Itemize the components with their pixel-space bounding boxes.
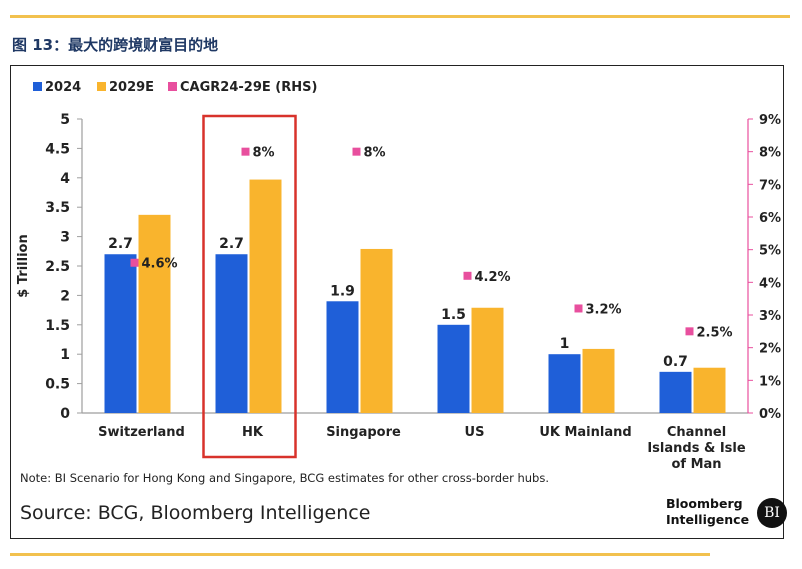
bar-2024 xyxy=(437,324,470,413)
bar-2024 xyxy=(548,354,581,413)
category-label: HK xyxy=(242,425,264,440)
right-tick-label: 5% xyxy=(759,244,781,259)
bar-2024 xyxy=(659,371,692,413)
right-tick-label: 6% xyxy=(759,211,781,226)
left-tick-label: 2 xyxy=(60,288,70,304)
right-tick-label: 8% xyxy=(759,146,781,161)
figure-title: 图 13：最大的跨境财富目的地 xyxy=(12,36,219,54)
category-label: US xyxy=(465,425,485,440)
y-axis-title: $ Trillion xyxy=(16,234,31,297)
left-tick-label: 5 xyxy=(60,112,70,128)
bar-2024-label: 1 xyxy=(560,336,570,352)
bottom-rule xyxy=(10,553,710,556)
cagr-label: 4.6% xyxy=(142,257,178,272)
chart-note: Note: BI Scenario for Hong Kong and Sing… xyxy=(20,471,550,485)
bar-2029e xyxy=(138,214,171,413)
cagr-label: 3.2% xyxy=(586,302,622,317)
bar-2024 xyxy=(215,254,248,413)
legend-swatch-1 xyxy=(97,82,106,91)
bar-2024-label: 0.7 xyxy=(663,354,688,370)
legend-label-1: 2029E xyxy=(109,80,154,95)
bar-2024-label: 2.7 xyxy=(219,236,244,252)
cagr-marker xyxy=(574,304,583,313)
cagr-label: 8% xyxy=(253,146,275,161)
category-label: of Man xyxy=(671,457,721,472)
right-tick-label: 7% xyxy=(759,178,781,193)
cagr-marker xyxy=(241,147,250,156)
category-label: Switzerland xyxy=(98,425,185,440)
bar-2029e xyxy=(582,348,615,413)
cagr-marker xyxy=(130,258,139,267)
right-tick-label: 9% xyxy=(759,113,781,128)
category-label: Singapore xyxy=(326,425,401,440)
bar-2029e xyxy=(471,307,504,413)
category-label: Islands & Isle xyxy=(647,441,746,456)
bar-2024 xyxy=(104,254,137,413)
cagr-label: 4.2% xyxy=(475,270,511,285)
chart-source: Source: BCG, Bloomberg Intelligence xyxy=(20,502,371,524)
cagr-label: 2.5% xyxy=(697,325,733,340)
legend-label-0: 2024 xyxy=(45,80,81,95)
right-tick-label: 4% xyxy=(759,276,781,291)
right-tick-label: 2% xyxy=(759,342,781,357)
left-tick-label: 2.5 xyxy=(45,259,70,275)
legend-swatch-2 xyxy=(168,82,177,91)
bar-2029e xyxy=(360,248,393,413)
legend-label-2: CAGR24-29E (RHS) xyxy=(180,80,317,95)
left-tick-label: 0 xyxy=(60,406,70,422)
legend-swatch-0 xyxy=(33,82,42,91)
left-tick-label: 3 xyxy=(60,230,70,246)
bloomberg-intelligence-logo: Bloomberg Intelligence xyxy=(666,496,749,528)
category-label: UK Mainland xyxy=(539,425,631,440)
brand-line-1: Bloomberg xyxy=(666,496,743,511)
bar-2029e xyxy=(693,367,726,413)
highlight-box xyxy=(202,114,297,459)
left-tick-label: 1 xyxy=(60,347,70,363)
cagr-marker xyxy=(685,327,694,336)
cagr-label: 8% xyxy=(364,146,386,161)
bar-2024-label: 2.7 xyxy=(108,236,133,252)
cagr-marker xyxy=(463,271,472,280)
bar-2024-label: 1.5 xyxy=(441,307,466,323)
bar-2024 xyxy=(326,301,359,413)
right-tick-label: 0% xyxy=(759,407,781,422)
brand-line-2: Intelligence xyxy=(666,512,750,527)
right-tick-label: 1% xyxy=(759,374,781,389)
bar-2024-label: 1.9 xyxy=(330,283,355,299)
left-tick-label: 3.5 xyxy=(45,200,70,216)
right-tick-label: 3% xyxy=(759,309,781,324)
left-tick-label: 1.5 xyxy=(45,318,70,334)
top-rule xyxy=(10,15,790,18)
left-tick-label: 0.5 xyxy=(45,377,70,393)
category-label: Channel xyxy=(667,425,726,440)
left-tick-label: 4 xyxy=(60,171,70,187)
bar-2029e xyxy=(249,179,282,413)
left-tick-label: 4.5 xyxy=(45,141,70,157)
bi-badge-icon: BI xyxy=(757,498,787,528)
cagr-marker xyxy=(352,147,361,156)
